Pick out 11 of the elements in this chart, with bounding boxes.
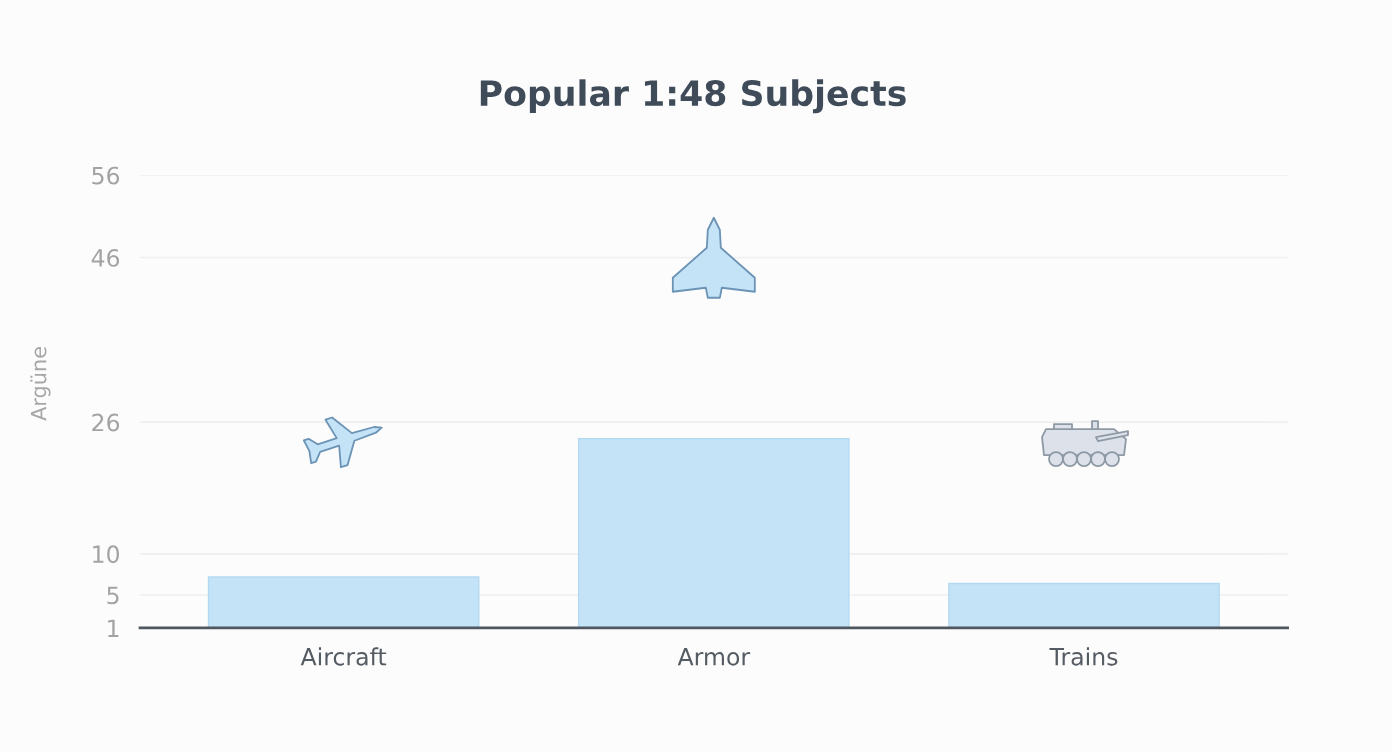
chart-title: Popular 1:48 Subjects [480, 79, 906, 114]
y-tick-label: 26 [92, 413, 120, 432]
y-tick-label: 1 [108, 619, 119, 637]
y-axis-title: Argüne [30, 347, 51, 421]
x-tick-label: Trains [1049, 647, 1118, 666]
x-tick-label: Aircraft [300, 647, 387, 666]
y-tick-label: 56 [92, 166, 120, 185]
y-tick-label: 46 [91, 248, 120, 267]
y-tick-label: 10 [93, 545, 120, 564]
y-tick-label: 5 [107, 586, 119, 605]
x-tick-label: Armor [677, 648, 751, 666]
